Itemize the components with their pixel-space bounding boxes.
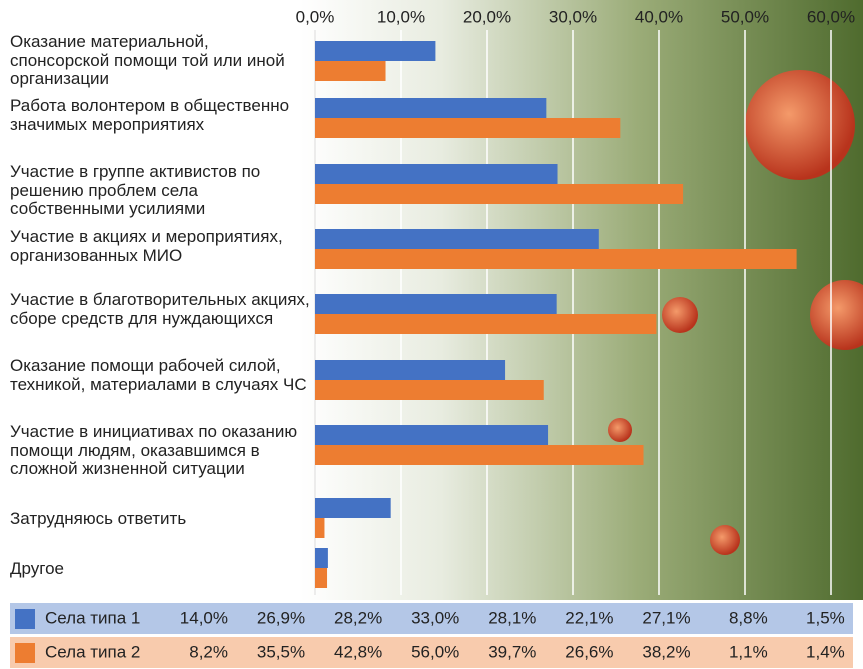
bar — [315, 518, 325, 538]
category-label: Участие в инициативах по оказанию помощи… — [10, 422, 298, 478]
legend-swatch — [15, 609, 35, 629]
bar — [315, 98, 547, 118]
category-label: Участие в группе активистов по решению п… — [10, 162, 261, 218]
bar — [315, 41, 436, 61]
table-row-bg — [10, 637, 853, 668]
table-value: 22,1% — [565, 608, 613, 627]
table-value: 28,2% — [334, 608, 382, 627]
category-label: Работа волонтером в общественно значимых… — [10, 96, 290, 134]
bar — [315, 118, 621, 138]
bar — [315, 184, 684, 204]
table-value: 1,5% — [806, 608, 845, 627]
x-tick-label: 30,0% — [549, 7, 597, 26]
x-tick-label: 50,0% — [721, 7, 769, 26]
x-tick-label: 40,0% — [635, 7, 683, 26]
bar — [315, 314, 657, 334]
table-value: 26,9% — [257, 608, 305, 627]
table-value: 1,4% — [806, 642, 845, 661]
bar — [315, 445, 644, 465]
x-tick-label: 0,0% — [296, 7, 335, 26]
table-value: 42,8% — [334, 642, 382, 661]
table-value: 1,1% — [729, 642, 768, 661]
table-value: 27,1% — [642, 608, 690, 627]
legend-label: Села типа 2 — [45, 642, 140, 661]
bar — [315, 360, 506, 380]
table-value: 8,8% — [729, 608, 768, 627]
bar — [315, 380, 544, 400]
category-label: Другое — [10, 559, 65, 578]
table-row-bg — [10, 603, 853, 634]
legend-swatch — [15, 643, 35, 663]
category-label: Участие в акциях и мероприятиях, организ… — [10, 227, 283, 265]
table-value: 8,2% — [189, 642, 228, 661]
apple — [608, 418, 632, 442]
legend-label: Села типа 1 — [45, 608, 140, 627]
x-tick-label: 60,0% — [807, 7, 855, 26]
x-tick-label: 20,0% — [463, 7, 511, 26]
bar — [315, 548, 328, 568]
table-value: 33,0% — [411, 608, 459, 627]
apple — [810, 280, 863, 350]
table-value: 14,0% — [180, 608, 228, 627]
bar — [315, 164, 558, 184]
table-value: 56,0% — [411, 642, 459, 661]
x-tick-label: 10,0% — [377, 7, 425, 26]
bar — [315, 498, 391, 518]
table-value: 28,1% — [488, 608, 536, 627]
category-label: Затрудняюсь ответить — [10, 509, 187, 528]
category-label: Оказание помощи рабочей силой, техникой,… — [10, 356, 307, 394]
table-value: 38,2% — [642, 642, 690, 661]
apple — [745, 70, 855, 180]
category-label: Оказание материальной, спонсорской помощ… — [10, 32, 285, 88]
apple — [662, 297, 698, 333]
table-value: 39,7% — [488, 642, 536, 661]
bar — [315, 249, 797, 269]
table-value: 35,5% — [257, 642, 305, 661]
table-value: 26,6% — [565, 642, 613, 661]
bar — [315, 568, 328, 588]
bar — [315, 229, 599, 249]
bar — [315, 294, 557, 314]
bar — [315, 61, 386, 81]
bar — [315, 425, 549, 445]
category-label: Участие в благотворительных акциях, сбор… — [10, 290, 310, 328]
apple — [710, 525, 740, 555]
